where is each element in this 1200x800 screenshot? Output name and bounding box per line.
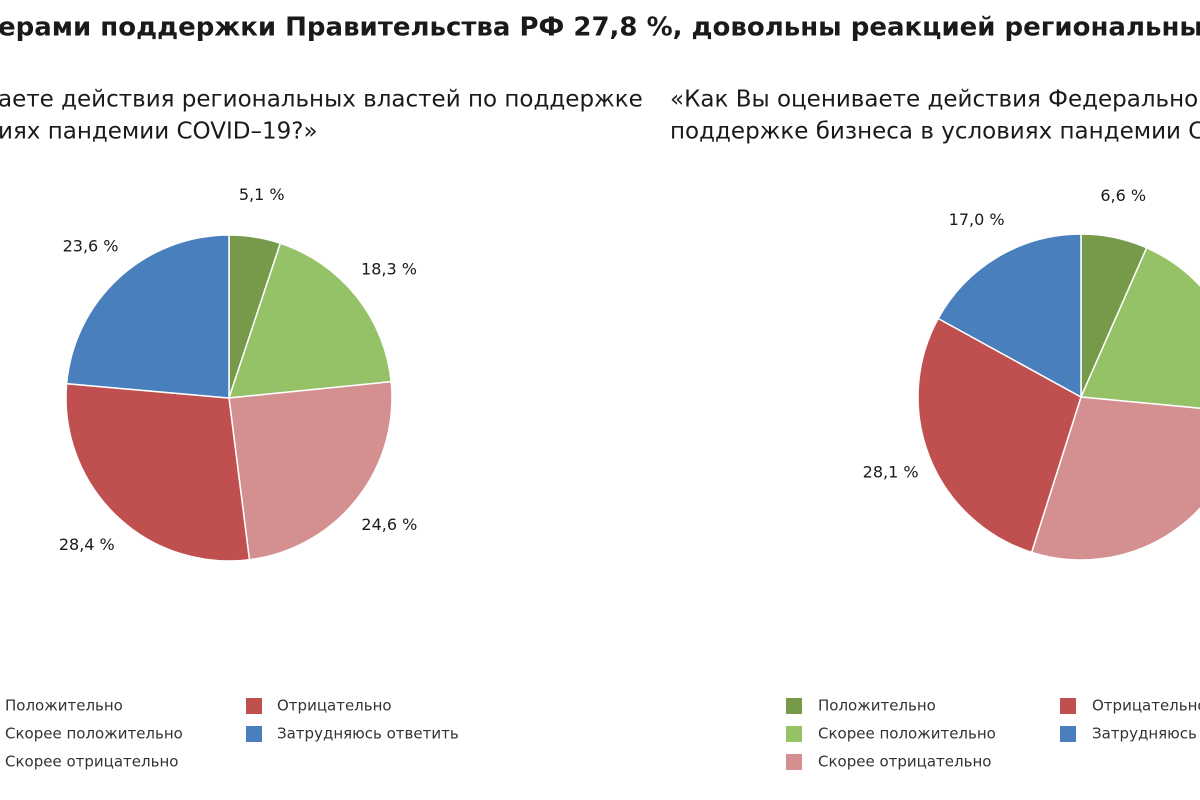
legend-label: Затрудняюсь ответить [277,725,459,743]
legend-label: Скорее положительно [5,725,183,743]
pie-slice [1030,396,1200,561]
legend-swatch [786,726,802,742]
data-label: 6,6 % [1100,186,1146,205]
legend-label: Положительно [5,697,123,715]
legend-label: Положительно [818,697,936,715]
chart-title: аете действия региональных властей по по… [0,87,643,113]
chart-title: иях пандемии COVID–19?» [0,119,318,145]
data-label: 23,6 % [63,236,119,255]
legend-label: Отрицательно [277,697,392,715]
legend-label: Скорее отрицательно [5,753,178,771]
legend-label: Затрудняюсь ответить [1092,725,1200,743]
legend-swatch [786,754,802,770]
legend-swatch [786,698,802,714]
data-label: 24,6 % [361,515,417,534]
legend-swatch [246,726,262,742]
pie-slice [937,233,1082,399]
pie-slice [65,234,230,399]
data-label: 28,4 % [59,535,115,554]
pie-slice [227,242,392,399]
legend-swatch [1060,698,1076,714]
pie-slice [1079,246,1200,410]
pie-slice [228,380,393,561]
legend-swatch [246,698,262,714]
legend-label: Отрицательно [1092,697,1200,715]
pie-slice [65,382,251,562]
data-label: 18,3 % [361,259,417,278]
legend-label: Скорее положительно [818,725,996,743]
legend-swatch [1060,726,1076,742]
slide-title: ерами поддержки Правительства РФ 27,8 %,… [0,13,1200,43]
data-label: 5,1 % [239,185,285,204]
legend-label: Скорее отрицательно [818,753,991,771]
pie-slice [917,317,1082,554]
data-label: 17,0 % [949,210,1005,229]
chart-title: поддержке бизнеса в условиях пандемии CO… [670,119,1200,145]
chart-title: «Как Вы оцениваете действия Федерального… [670,87,1200,113]
data-label: 28,1 % [863,463,919,482]
